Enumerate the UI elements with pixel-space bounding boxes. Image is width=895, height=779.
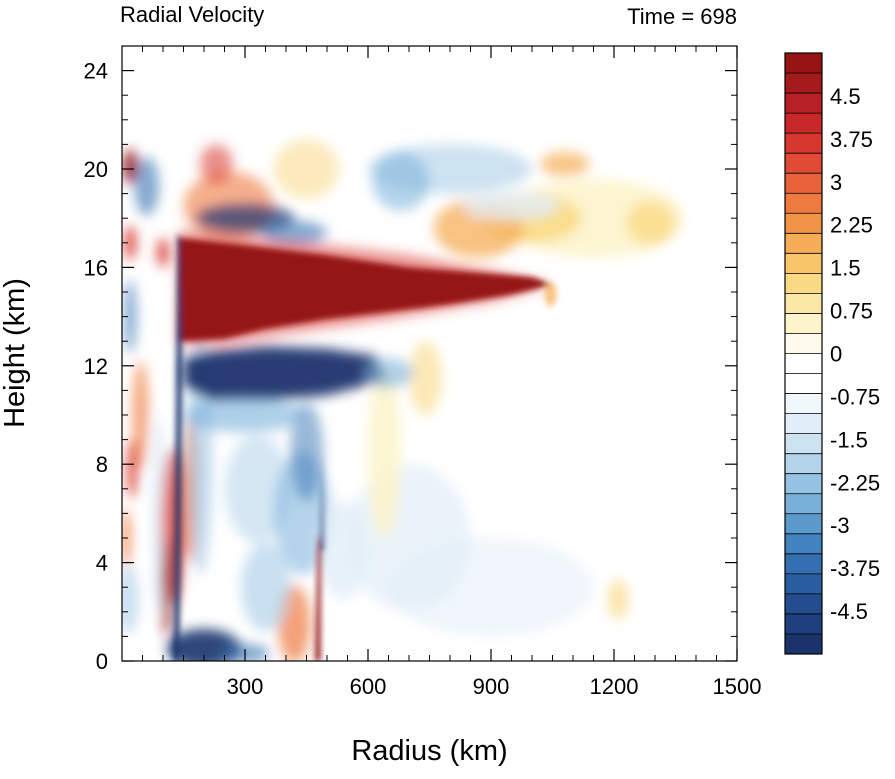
colorbar-swatch [785,153,822,174]
colorbar-label: -4.5 [830,599,868,624]
y-tick-label: 24 [84,59,108,84]
y-tick-label: 0 [96,649,108,674]
colorbar-label: -1.5 [830,427,868,452]
colorbar-swatch [785,253,822,274]
edge-inflow-cell [122,565,139,634]
colorbar-swatch [785,493,822,515]
colorbar-swatch [785,393,822,414]
y-axis-label: Height (km) [0,278,31,428]
colorbar-swatch [785,613,822,635]
colorbar-label: -0.75 [830,384,880,409]
edge-inflow-cell [134,156,159,216]
edge-outflow-cell [156,237,170,268]
y-tick-label: 12 [84,354,108,379]
colorbar-swatch [785,593,822,615]
colorbar-swatch [785,293,822,314]
colorbar-swatch [785,73,822,94]
colorbar-swatch [785,313,822,334]
outflow-jet [178,237,553,342]
colorbar-label: -2.25 [830,470,880,495]
colorbar-swatch [785,373,822,394]
colorbar-swatch [785,93,822,114]
y-tick-label: 4 [96,551,108,576]
edge-outflow-cell [132,360,149,470]
y-tick-label: 8 [96,452,108,477]
colorbar-swatch [785,53,822,74]
colorbar-label: 3 [830,170,842,195]
upper-outflow-patch [540,151,590,177]
upper-outflow-patch [273,139,340,199]
colorbar-swatch [785,273,822,294]
y-tick-label: 20 [84,157,108,182]
x-tick-label: 900 [473,674,510,699]
colorbar-label: -3.75 [830,556,880,581]
inflow-layer [183,346,385,401]
colorbar-swatch [785,433,822,455]
edge-outflow-cell [122,149,138,184]
time-label: Time = 698 [627,4,737,29]
soft-field-layer [122,139,684,661]
x-tick-label: 300 [227,674,264,699]
mid-inflow [224,434,291,543]
sharp-field-layer [173,235,557,661]
colorbar-label: 3.75 [830,127,873,152]
mid-outflow [368,365,401,538]
colorbar-swatch [785,473,822,495]
colorbar-swatch [785,193,822,214]
upper-inflow-patch [372,151,430,211]
outer-streak [314,533,321,661]
upper-outflow-patch [199,144,233,184]
edge-outflow-cell [126,439,139,499]
x-tick-label: 1200 [590,674,639,699]
colorbar-label: -3 [830,513,850,538]
colorbar-frame [784,52,823,655]
velocity-field [122,139,684,661]
mid-inflow [388,538,594,637]
colorbar-label: 0 [830,342,842,367]
colorbar-swatch [785,553,822,575]
colorbar-swatch [785,173,822,194]
inflow-layer-edge [183,397,307,433]
mid-inflow [290,402,323,502]
eyewall-streak [173,235,183,661]
colorbar-swatch [785,353,822,374]
x-tick-label: 1500 [713,674,762,699]
colorbar-swatch [785,413,822,435]
colorbar-swatch [785,213,822,234]
colorbar-label: 1.5 [830,256,861,281]
eyewall-outflow [161,538,173,637]
mid-outflow [409,341,442,415]
low-inflow [240,542,291,632]
colorbar-swatch [785,513,822,535]
low-outflow [607,579,629,620]
colorbar-swatch [785,533,822,555]
upper-inflow-patch [261,220,328,246]
colorbar-swatch [785,113,822,134]
colorbar-swatch [785,633,822,655]
edge-inflow-cell [124,279,137,354]
chart-title: Radial Velocity [120,2,264,27]
colorbar-swatch [785,233,822,254]
colorbar-swatch [785,453,822,475]
colorbar-label: 0.75 [830,299,873,324]
y-tick-label: 16 [84,255,108,280]
upper-inflow-patch [462,191,561,221]
colorbar-swatch [785,133,822,154]
axes: 300 600 900 1200 1500 0 4 8 12 16 20 24 [84,46,762,699]
x-tick-label: 600 [350,674,387,699]
edge-outflow-cell [124,225,137,261]
x-axis-label: Radius (km) [351,735,507,767]
colorbar-swatch [785,333,822,354]
outer-streak [320,451,324,551]
colorbar: 4.5 3.75 3 2.25 1.5 0.75 0 -0.75 -1.5 -2.25 -3 -3.7… [784,52,880,655]
colorbar-label: 4.5 [830,84,861,109]
colorbar-swatch [785,573,822,595]
jet-tip [544,282,557,307]
colorbar-label: 2.25 [830,213,873,238]
inflow-layer-edge [363,358,414,388]
upper-outflow-patch [626,200,676,246]
